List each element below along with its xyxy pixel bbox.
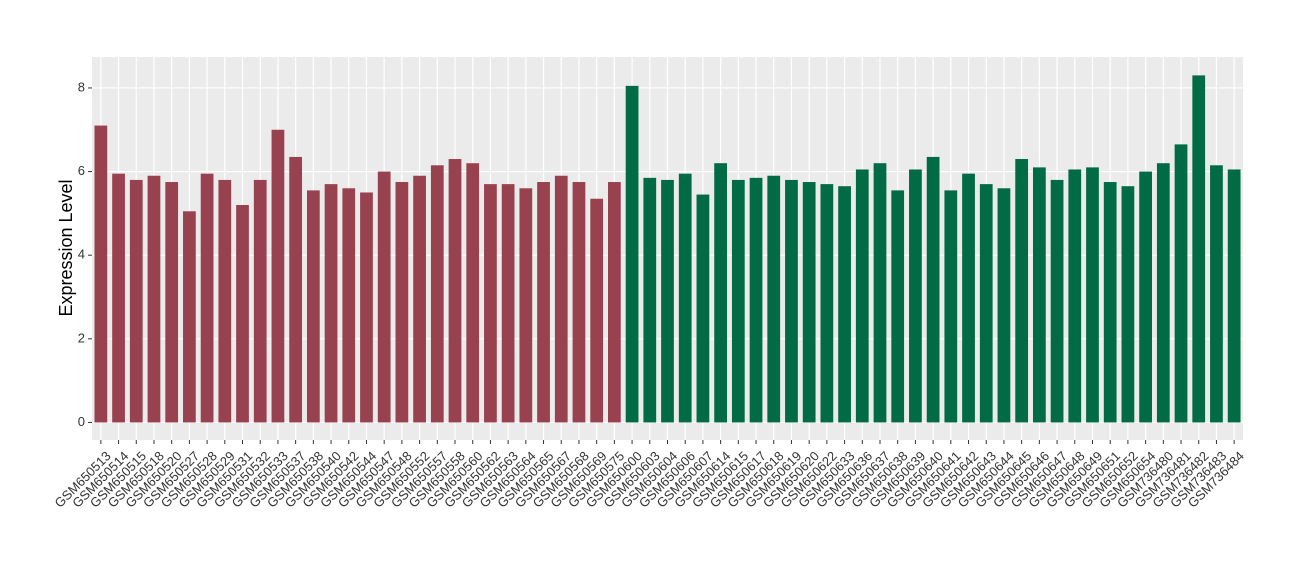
bar	[200, 173, 214, 423]
bar	[749, 177, 763, 423]
bar	[643, 177, 657, 423]
bar	[909, 169, 922, 423]
bar	[962, 173, 975, 423]
bar	[519, 188, 533, 423]
bar	[714, 163, 727, 423]
bar	[731, 179, 745, 423]
y-tick-label: 2	[78, 330, 85, 345]
bar	[661, 179, 674, 423]
bar	[979, 184, 993, 423]
bar	[554, 175, 568, 423]
bar	[1068, 169, 1082, 423]
bar	[448, 159, 462, 423]
bar	[944, 190, 958, 423]
bar	[820, 184, 834, 423]
bar	[873, 163, 887, 423]
bar	[1139, 171, 1152, 423]
bar	[785, 179, 798, 423]
bar	[1192, 75, 1206, 423]
bar	[1103, 182, 1117, 423]
bar	[165, 182, 179, 423]
bar	[838, 186, 851, 423]
bar	[430, 165, 444, 423]
bar	[1015, 159, 1029, 423]
bar	[94, 125, 108, 423]
bar	[253, 179, 267, 423]
bar	[466, 163, 480, 423]
bar	[360, 192, 373, 423]
bar	[696, 194, 710, 423]
bar	[271, 129, 285, 423]
bar	[537, 182, 550, 423]
bar	[1086, 167, 1099, 423]
bar	[1156, 163, 1170, 423]
bar	[395, 182, 409, 423]
bar	[306, 190, 320, 423]
y-tick-label: 8	[78, 79, 85, 94]
y-tick-label: 0	[78, 414, 85, 429]
bar	[802, 182, 816, 423]
bar	[625, 85, 639, 423]
bar	[1121, 186, 1135, 423]
bar	[891, 190, 905, 423]
bar	[855, 169, 869, 423]
bar	[926, 156, 940, 423]
bar	[289, 156, 303, 423]
y-tick-label: 4	[78, 247, 85, 262]
bar	[236, 205, 249, 423]
bar	[1210, 165, 1223, 423]
bar	[147, 175, 161, 423]
bar	[324, 184, 338, 423]
bar	[484, 184, 497, 423]
y-tick-label: 6	[78, 163, 85, 178]
bar	[767, 175, 781, 423]
bar	[1032, 167, 1046, 423]
bar	[997, 188, 1011, 423]
bar	[1227, 169, 1241, 423]
bar	[112, 173, 125, 423]
bar	[342, 188, 356, 423]
bar	[590, 198, 604, 423]
bar	[678, 173, 692, 423]
bar	[129, 179, 143, 423]
bar	[1174, 144, 1188, 423]
bar	[413, 175, 426, 423]
bar	[377, 171, 391, 423]
bar	[572, 182, 586, 423]
bar	[608, 182, 621, 423]
y-axis-title: Expression Level	[56, 179, 76, 316]
bar	[1050, 179, 1064, 423]
bar	[218, 179, 232, 423]
bar	[501, 184, 515, 423]
bar	[183, 211, 196, 423]
